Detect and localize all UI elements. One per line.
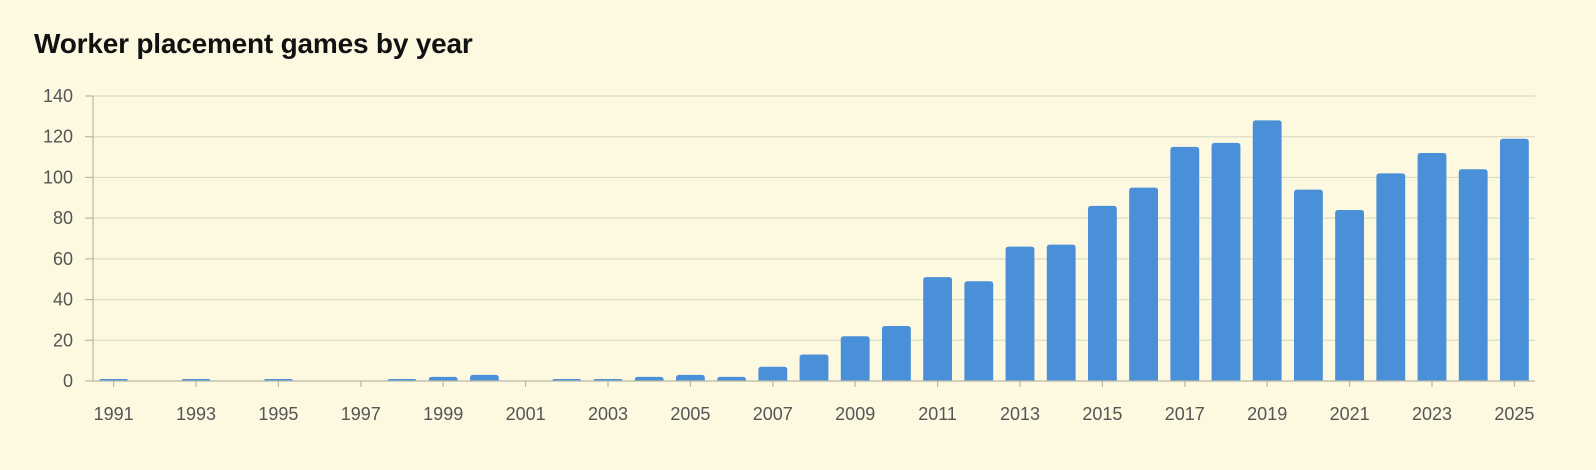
- bar-rect[interactable]: [1087, 205, 1117, 381]
- bar-2015[interactable]: [1087, 205, 1117, 381]
- x-tick-label: 2017: [1165, 404, 1205, 424]
- bar-2009[interactable]: [840, 336, 870, 381]
- bar-2010[interactable]: [881, 326, 911, 381]
- bar-rect[interactable]: [758, 366, 788, 381]
- x-tick-label: 2025: [1494, 404, 1534, 424]
- y-tick-label: 40: [53, 290, 73, 310]
- bar-rect[interactable]: [1211, 142, 1241, 381]
- bar-2019[interactable]: [1252, 120, 1282, 381]
- bar-rect[interactable]: [840, 336, 870, 381]
- bar-2022[interactable]: [1376, 173, 1406, 381]
- bar-2025[interactable]: [1499, 138, 1529, 381]
- bars: [99, 120, 1529, 381]
- bar-2008[interactable]: [799, 354, 829, 381]
- bar-rect[interactable]: [964, 281, 994, 381]
- bar-rect[interactable]: [634, 376, 664, 381]
- y-tick-label: 60: [53, 249, 73, 269]
- x-tick-label: 2021: [1330, 404, 1370, 424]
- bar-2020[interactable]: [1293, 189, 1323, 381]
- bar-2018[interactable]: [1211, 142, 1241, 381]
- bar-rect[interactable]: [1252, 120, 1282, 381]
- bar-2007[interactable]: [758, 366, 788, 381]
- bar-rect[interactable]: [1129, 187, 1159, 381]
- bar-rect[interactable]: [881, 326, 911, 381]
- x-tick-label: 1999: [423, 404, 463, 424]
- bar-1999[interactable]: [428, 376, 458, 381]
- bar-rect[interactable]: [1417, 153, 1447, 381]
- y-tick-label: 20: [53, 330, 73, 350]
- bar-rect[interactable]: [1293, 189, 1323, 381]
- x-tick-label: 2005: [670, 404, 710, 424]
- bar-2024[interactable]: [1458, 169, 1488, 381]
- bar-rect[interactable]: [1499, 138, 1529, 381]
- bar-rect[interactable]: [1170, 146, 1200, 381]
- x-tick-label: 2015: [1082, 404, 1122, 424]
- bar-2004[interactable]: [634, 376, 664, 381]
- y-tick-label: 100: [43, 167, 73, 187]
- axes: [85, 95, 1535, 387]
- bar-2006[interactable]: [717, 376, 747, 381]
- y-tick-label: 0: [63, 371, 73, 391]
- bar-rect[interactable]: [717, 376, 747, 381]
- bar-2005[interactable]: [675, 374, 705, 381]
- bar-2000[interactable]: [469, 374, 499, 381]
- bar-2011[interactable]: [923, 277, 953, 381]
- bar-rect[interactable]: [428, 376, 458, 381]
- bar-rect[interactable]: [1046, 244, 1076, 381]
- x-tick-label: 2019: [1247, 404, 1287, 424]
- x-tick-labels: 1991 1993 1995 1997 1999 2001 2003 2005 2007 2009…: [94, 404, 1535, 424]
- grid-lines: [93, 95, 1535, 341]
- x-tick-label: 1997: [341, 404, 381, 424]
- bar-2012[interactable]: [964, 281, 994, 381]
- y-tick-label: 140: [43, 86, 73, 106]
- bar-rect[interactable]: [1458, 169, 1488, 381]
- bar-2017[interactable]: [1170, 146, 1200, 381]
- y-tick-label: 80: [53, 208, 73, 228]
- bar-rect[interactable]: [469, 374, 499, 381]
- x-tick-label: 2003: [588, 404, 628, 424]
- bar-2016[interactable]: [1129, 187, 1159, 381]
- bar-2014[interactable]: [1046, 244, 1076, 381]
- x-tick-label: 1993: [176, 404, 216, 424]
- bar-2023[interactable]: [1417, 153, 1447, 381]
- bar-rect[interactable]: [1376, 173, 1406, 381]
- bar-rect[interactable]: [1005, 246, 1035, 381]
- bar-2021[interactable]: [1335, 210, 1365, 381]
- bar-2013[interactable]: [1005, 246, 1035, 381]
- y-tick-label: 120: [43, 127, 73, 147]
- y-tick-labels: 0 20 40 60 80 100 120 140: [43, 86, 73, 391]
- bar-rect[interactable]: [923, 277, 953, 381]
- x-tick-label: 2007: [753, 404, 793, 424]
- x-tick-label: 2013: [1000, 404, 1040, 424]
- x-tick-label: 2009: [835, 404, 875, 424]
- x-tick-label: 2011: [918, 404, 957, 424]
- x-tick-label: 2023: [1412, 404, 1452, 424]
- x-tick-label: 1995: [258, 404, 298, 424]
- bar-rect[interactable]: [799, 354, 829, 381]
- chart-title: Worker placement games by year: [34, 28, 473, 59]
- bar-rect[interactable]: [1335, 210, 1365, 381]
- x-tick-label: 1991: [94, 404, 134, 424]
- bar-rect[interactable]: [675, 374, 705, 381]
- x-tick-label: 2001: [506, 404, 546, 424]
